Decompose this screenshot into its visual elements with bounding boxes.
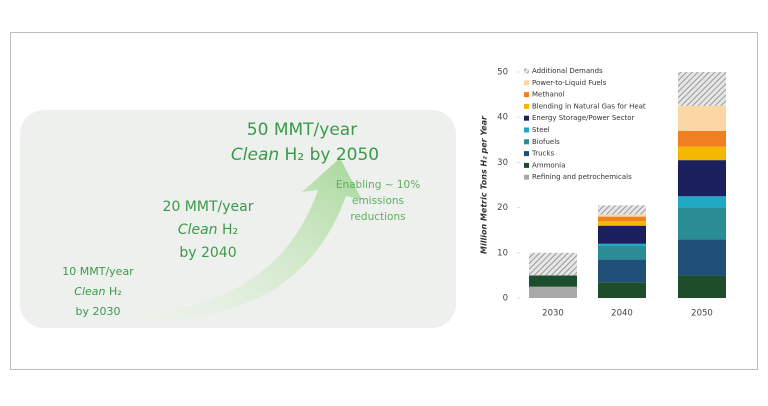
growth-arrow	[145, 158, 362, 321]
annotation: Enabling ~ 10%	[336, 179, 420, 191]
legend-swatch	[524, 151, 529, 157]
annotation: reductions	[350, 211, 405, 223]
legend-swatch	[524, 80, 529, 86]
bar-segment	[598, 221, 646, 226]
y-tick-label: 20	[497, 203, 508, 213]
bar-segment	[678, 275, 726, 298]
bar-segment	[678, 196, 726, 208]
bar-segment	[598, 243, 646, 247]
legend-swatch	[524, 103, 529, 109]
bar-segment	[529, 275, 577, 287]
milestone-text: Clean H₂ by 2050	[231, 145, 379, 165]
y-tick-label: 30	[497, 158, 508, 168]
legend-swatch	[524, 127, 529, 133]
bar-segment	[529, 252, 577, 276]
bar-segment	[678, 72, 726, 106]
legend-swatch	[524, 115, 529, 121]
milestone-amount: 10 MMT/year	[62, 265, 134, 278]
y-axis-label: Million Metric Tons H₂ per Year	[480, 115, 489, 254]
y-tick-label: 10	[497, 248, 508, 258]
legend-label: Methanol	[532, 91, 565, 99]
bar-segment	[678, 146, 726, 161]
legend-swatch	[524, 68, 529, 74]
y-tick-label: 40	[497, 113, 508, 123]
y-tick-label: 50	[497, 68, 508, 78]
chart: Million Metric Tons H₂ per Year 01020304…	[480, 67, 726, 319]
legend-swatch	[524, 174, 529, 180]
milestone-year: by 2030	[76, 305, 121, 318]
bar-segment	[598, 216, 646, 222]
bar-segment	[678, 160, 726, 197]
legend-swatch	[524, 162, 529, 168]
milestone-amount: 20 MMT/year	[163, 199, 254, 215]
x-tick-label: 2040	[611, 309, 633, 319]
milestone-text: Clean H₂	[74, 285, 121, 298]
legend-swatch	[524, 139, 529, 145]
annotation: emissions	[352, 195, 404, 207]
bar-segment	[598, 225, 646, 244]
bar-segment	[598, 246, 646, 260]
bar-segment	[598, 259, 646, 283]
x-tick-label: 2050	[691, 309, 713, 319]
panel	[20, 110, 456, 328]
legend-label: Ammonia	[532, 161, 565, 169]
frame	[10, 32, 758, 370]
bar-segment	[529, 286, 577, 298]
bar-segment	[598, 214, 646, 217]
bar-segment	[678, 105, 726, 131]
legend-label: Biofuels	[532, 138, 560, 146]
bar-segment	[678, 207, 726, 240]
bar-segment	[678, 239, 726, 276]
bar-segment	[598, 205, 646, 215]
legend-swatch	[524, 92, 529, 98]
legend-label: Energy Storage/Power Sector	[532, 114, 634, 122]
legend-label: Refining and petrochemicals	[532, 173, 632, 181]
legend-label: Additional Demands	[532, 67, 603, 75]
bar-segment	[598, 282, 646, 298]
bar-segment	[678, 130, 726, 147]
y-tick-label: 0	[503, 294, 508, 304]
milestone-text: Clean H₂	[178, 222, 238, 238]
milestone-year: by 2040	[179, 245, 236, 261]
legend-label: Power-to-Liquid Fuels	[532, 79, 607, 87]
legend-label: Steel	[532, 126, 550, 134]
legend-label: Trucks	[531, 150, 554, 158]
x-tick-label: 2030	[542, 309, 564, 319]
milestone-amount: 50 MMT/year	[247, 120, 357, 140]
legend-label: Blending in Natural Gas for Heat	[532, 102, 646, 110]
